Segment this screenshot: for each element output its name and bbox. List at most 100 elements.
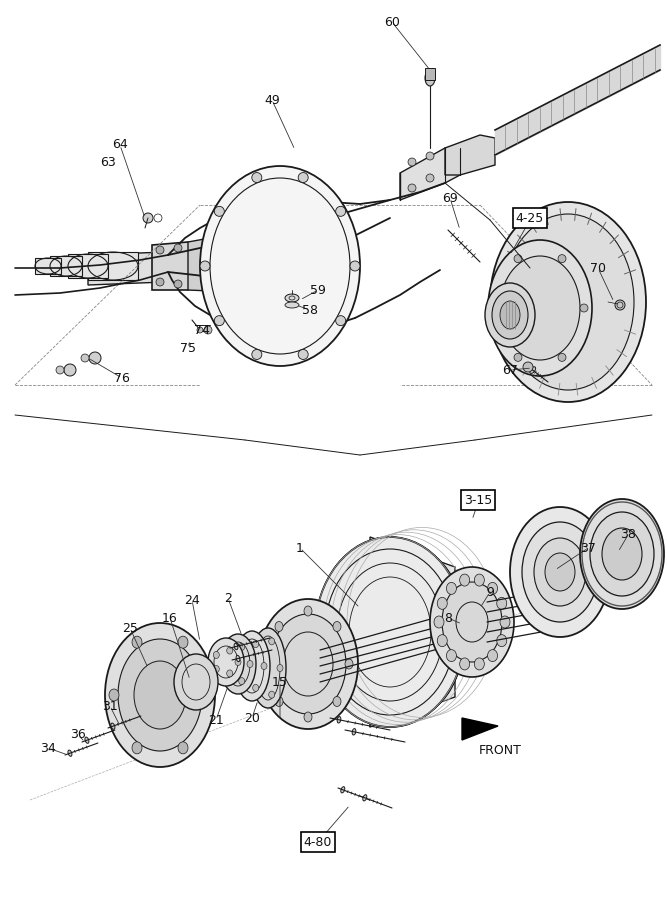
Text: 58: 58: [302, 303, 318, 317]
Ellipse shape: [197, 327, 203, 333]
Ellipse shape: [255, 648, 261, 655]
Ellipse shape: [214, 206, 224, 216]
Ellipse shape: [485, 283, 535, 347]
Ellipse shape: [111, 723, 115, 729]
Ellipse shape: [460, 658, 470, 670]
Ellipse shape: [213, 666, 219, 672]
Ellipse shape: [132, 742, 142, 754]
Ellipse shape: [227, 670, 233, 677]
Ellipse shape: [558, 354, 566, 362]
Ellipse shape: [474, 574, 484, 586]
Ellipse shape: [522, 522, 598, 622]
Text: 63: 63: [100, 157, 116, 169]
Ellipse shape: [502, 214, 634, 390]
Ellipse shape: [239, 678, 245, 685]
Ellipse shape: [548, 626, 556, 634]
Ellipse shape: [178, 636, 188, 648]
Text: 76: 76: [114, 372, 130, 384]
Text: 16: 16: [162, 611, 178, 625]
Ellipse shape: [239, 644, 245, 651]
Ellipse shape: [580, 499, 664, 609]
Ellipse shape: [510, 507, 610, 637]
Text: 69: 69: [442, 192, 458, 204]
Ellipse shape: [466, 604, 474, 612]
Ellipse shape: [430, 567, 514, 677]
Ellipse shape: [602, 528, 642, 580]
Ellipse shape: [200, 261, 210, 271]
Ellipse shape: [105, 623, 215, 767]
Ellipse shape: [470, 622, 478, 630]
Text: 4-80: 4-80: [303, 835, 332, 849]
Text: 74: 74: [194, 323, 210, 337]
Polygon shape: [50, 256, 82, 276]
Ellipse shape: [333, 622, 341, 632]
Ellipse shape: [85, 737, 89, 743]
Ellipse shape: [548, 586, 556, 594]
Ellipse shape: [258, 599, 358, 729]
Ellipse shape: [220, 634, 256, 694]
Ellipse shape: [333, 697, 341, 706]
Polygon shape: [188, 238, 220, 291]
Ellipse shape: [468, 614, 476, 622]
Ellipse shape: [236, 655, 240, 661]
Text: FRONT: FRONT: [478, 743, 522, 757]
Ellipse shape: [225, 650, 231, 657]
Ellipse shape: [490, 202, 646, 402]
Polygon shape: [35, 258, 61, 274]
Ellipse shape: [548, 596, 556, 604]
Text: 59: 59: [310, 284, 326, 296]
Text: 8: 8: [444, 611, 452, 625]
Ellipse shape: [118, 639, 202, 751]
Ellipse shape: [446, 582, 456, 594]
Ellipse shape: [497, 598, 507, 609]
Ellipse shape: [143, 213, 153, 223]
Polygon shape: [88, 252, 138, 280]
Ellipse shape: [64, 364, 76, 376]
Ellipse shape: [227, 647, 233, 654]
Ellipse shape: [263, 659, 271, 669]
Ellipse shape: [488, 582, 498, 594]
Ellipse shape: [253, 641, 259, 648]
Ellipse shape: [201, 689, 211, 701]
Ellipse shape: [530, 367, 536, 374]
Polygon shape: [152, 242, 200, 290]
Ellipse shape: [156, 278, 164, 286]
Ellipse shape: [156, 246, 164, 254]
Ellipse shape: [580, 304, 588, 312]
Ellipse shape: [285, 294, 299, 302]
Ellipse shape: [438, 598, 448, 609]
Ellipse shape: [438, 634, 448, 647]
Text: 64: 64: [112, 139, 128, 151]
Ellipse shape: [270, 614, 346, 714]
Ellipse shape: [208, 638, 244, 686]
Ellipse shape: [474, 658, 484, 670]
Polygon shape: [308, 649, 328, 679]
Text: 4-25: 4-25: [516, 212, 544, 224]
Ellipse shape: [488, 650, 498, 662]
Ellipse shape: [269, 638, 275, 645]
Ellipse shape: [204, 326, 212, 334]
Ellipse shape: [534, 538, 586, 606]
Text: 1: 1: [296, 542, 304, 554]
Ellipse shape: [426, 152, 434, 160]
Ellipse shape: [345, 659, 353, 669]
Ellipse shape: [514, 354, 522, 362]
Ellipse shape: [304, 712, 312, 722]
Ellipse shape: [315, 537, 465, 727]
Text: 15: 15: [272, 676, 288, 688]
Ellipse shape: [234, 631, 270, 701]
Ellipse shape: [548, 606, 556, 614]
Ellipse shape: [466, 636, 474, 644]
Ellipse shape: [68, 750, 72, 756]
Text: 25: 25: [122, 622, 138, 634]
Ellipse shape: [298, 173, 308, 183]
Ellipse shape: [488, 240, 592, 376]
Text: 24: 24: [184, 593, 200, 607]
Polygon shape: [228, 649, 308, 679]
Ellipse shape: [500, 301, 520, 329]
Text: 75: 75: [180, 341, 196, 355]
Ellipse shape: [426, 174, 434, 182]
Polygon shape: [400, 148, 460, 200]
Text: 2: 2: [224, 591, 232, 605]
Text: 34: 34: [40, 742, 56, 754]
